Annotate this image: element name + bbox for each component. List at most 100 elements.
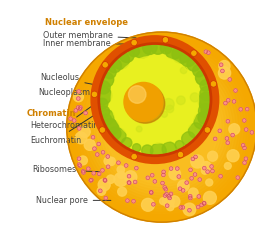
Circle shape (127, 174, 130, 178)
Circle shape (150, 104, 158, 112)
Circle shape (243, 119, 246, 122)
Circle shape (172, 45, 190, 63)
Circle shape (161, 182, 164, 185)
Circle shape (179, 206, 183, 209)
Circle shape (84, 139, 95, 150)
Circle shape (98, 106, 109, 118)
Circle shape (99, 189, 102, 192)
Circle shape (78, 164, 81, 167)
Circle shape (106, 165, 110, 168)
Circle shape (201, 162, 211, 172)
Circle shape (77, 157, 81, 160)
Circle shape (177, 96, 185, 105)
Circle shape (118, 171, 125, 178)
Circle shape (162, 170, 165, 173)
Circle shape (224, 101, 227, 105)
Circle shape (97, 62, 227, 192)
Circle shape (125, 164, 128, 167)
Circle shape (166, 105, 174, 113)
Circle shape (150, 191, 153, 194)
Circle shape (120, 48, 134, 63)
Circle shape (100, 65, 224, 189)
Circle shape (132, 39, 151, 58)
Circle shape (93, 147, 96, 150)
Circle shape (239, 108, 242, 111)
Circle shape (134, 180, 137, 184)
Circle shape (108, 59, 122, 73)
Circle shape (141, 198, 154, 211)
Circle shape (101, 114, 111, 125)
Circle shape (110, 128, 126, 144)
Circle shape (194, 155, 197, 158)
Circle shape (102, 68, 221, 186)
Circle shape (99, 110, 114, 125)
Text: Nuclear pore: Nuclear pore (36, 196, 111, 205)
Circle shape (198, 104, 212, 117)
Circle shape (165, 204, 169, 207)
Circle shape (226, 120, 230, 123)
Circle shape (244, 157, 248, 160)
Text: Nucleolus: Nucleolus (40, 73, 130, 92)
Circle shape (86, 51, 237, 203)
Circle shape (197, 195, 200, 198)
Circle shape (218, 129, 221, 132)
Circle shape (244, 128, 248, 131)
Circle shape (191, 51, 196, 56)
Circle shape (77, 97, 80, 100)
Circle shape (73, 119, 76, 122)
Circle shape (92, 92, 97, 97)
Circle shape (165, 193, 168, 196)
Circle shape (167, 203, 174, 211)
Circle shape (199, 92, 214, 107)
Circle shape (207, 151, 218, 161)
Circle shape (164, 188, 167, 191)
Circle shape (78, 127, 81, 130)
Circle shape (142, 145, 153, 156)
Circle shape (146, 176, 150, 179)
Circle shape (104, 157, 113, 165)
Circle shape (90, 178, 93, 182)
Circle shape (175, 141, 184, 149)
Circle shape (214, 137, 217, 140)
Circle shape (162, 196, 174, 207)
Circle shape (177, 175, 180, 178)
Circle shape (218, 67, 231, 79)
Circle shape (96, 153, 99, 156)
Circle shape (126, 199, 129, 202)
Circle shape (79, 126, 90, 137)
Circle shape (205, 128, 210, 133)
Circle shape (231, 134, 234, 137)
Circle shape (105, 71, 218, 184)
Circle shape (94, 60, 229, 195)
Circle shape (104, 179, 107, 182)
Circle shape (107, 157, 115, 166)
Circle shape (80, 46, 243, 208)
Circle shape (188, 188, 198, 198)
Circle shape (111, 56, 199, 143)
Circle shape (118, 187, 127, 196)
Circle shape (183, 203, 196, 216)
Circle shape (195, 71, 210, 85)
Circle shape (201, 167, 208, 174)
Circle shape (250, 131, 253, 134)
Circle shape (132, 154, 137, 159)
Circle shape (150, 143, 166, 159)
Circle shape (181, 189, 185, 192)
Circle shape (200, 203, 203, 207)
Circle shape (206, 170, 209, 173)
Circle shape (199, 93, 217, 111)
Circle shape (96, 41, 214, 158)
Circle shape (151, 174, 154, 177)
Circle shape (246, 107, 249, 111)
Circle shape (229, 124, 240, 135)
Circle shape (103, 178, 106, 182)
Circle shape (162, 142, 176, 156)
Circle shape (97, 172, 101, 175)
Circle shape (92, 172, 95, 175)
Circle shape (180, 51, 196, 67)
Circle shape (136, 126, 142, 132)
Circle shape (97, 81, 110, 94)
Circle shape (83, 49, 240, 206)
Circle shape (97, 98, 108, 109)
Circle shape (167, 195, 171, 198)
